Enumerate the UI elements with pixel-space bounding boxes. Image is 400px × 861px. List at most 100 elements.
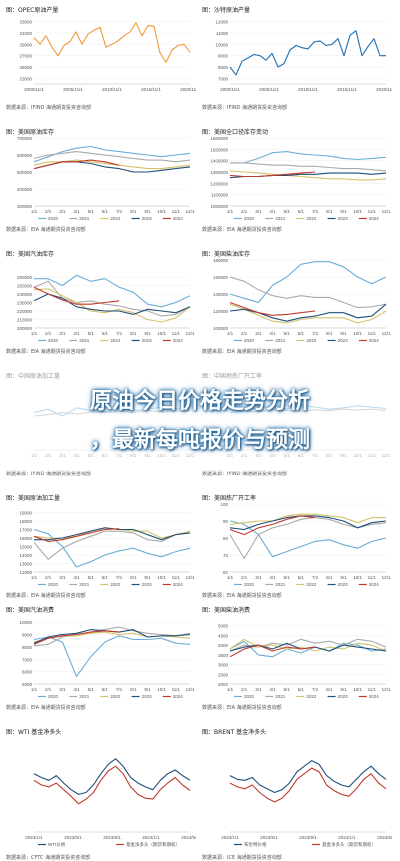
x-tick-label: 5/1 bbox=[284, 209, 291, 214]
chart-source: 数据来源：EIA 海通期货投资咨询部 bbox=[6, 227, 86, 233]
y-tick-label: 70 bbox=[223, 553, 229, 558]
x-tick-label: 12/1 bbox=[186, 575, 195, 580]
chart-title: 图：BRENT 基金净多头 bbox=[202, 729, 267, 736]
x-tick-label: 8/1 bbox=[130, 331, 137, 336]
chart-svg: 12000 11000 10000 9000 8000 7000 2000/11/1 2005… bbox=[215, 20, 392, 92]
y-tick-label: 25000 bbox=[19, 65, 32, 70]
y-tick-label: 120000 bbox=[213, 309, 229, 314]
x-tick-label: 1/1 bbox=[227, 331, 234, 336]
legend-label: 2022 bbox=[110, 338, 121, 343]
x-tick-label: 6/1 bbox=[298, 687, 305, 692]
series-line bbox=[33, 530, 191, 560]
x-tick-label: 1/1 bbox=[227, 209, 234, 214]
x-tick-label: 4/1 bbox=[73, 331, 80, 336]
x-tick-label: 6/1 bbox=[102, 209, 109, 214]
y-tick-label: 140000 bbox=[213, 292, 229, 297]
legend-label: 2022 bbox=[306, 694, 317, 699]
x-tick-label: 2/1 bbox=[241, 575, 248, 580]
legend-label: 2023 bbox=[338, 694, 349, 699]
x-tick-label: 3/1 bbox=[255, 575, 262, 580]
x-tick-label: 2000/11/1 bbox=[24, 87, 44, 92]
x-tick-label: 5/1 bbox=[284, 331, 291, 336]
x-tick-label: 2/1 bbox=[45, 575, 52, 580]
legend-label: 2020 bbox=[244, 582, 255, 587]
legend-label: 布伦特价格 bbox=[244, 841, 267, 848]
y-tick-label: 13000 bbox=[19, 562, 32, 567]
x-tick-label: 7/1 bbox=[116, 331, 123, 336]
x-tick-label: 7/1 bbox=[312, 331, 319, 336]
y-tick-label: 19000 bbox=[19, 511, 32, 516]
x-tick-label: 2024/5/1 bbox=[377, 835, 392, 840]
series-line bbox=[229, 640, 387, 658]
x-tick-label: 1/1 bbox=[227, 575, 234, 580]
x-tick-label: 12/1 bbox=[186, 209, 195, 214]
series-line bbox=[229, 301, 316, 316]
legend-label: 2020 bbox=[244, 694, 255, 699]
x-tick-label: 12/1 bbox=[186, 331, 195, 336]
chart-panel: 图：BRENT 基金净多头 2023/1/1 2023/5/1 2023/9/1 202… bbox=[200, 726, 396, 861]
y-tick-label: 700000 bbox=[17, 136, 33, 141]
x-tick-label: 2015/11/1 bbox=[337, 87, 357, 92]
x-tick-label: 7/1 bbox=[116, 575, 123, 580]
x-tick-label: 5/1 bbox=[88, 331, 95, 336]
chart-panel: 图：美国柴油消费 5000 4500 4000 3500 3000 2500 2000 1/1 2… bbox=[200, 604, 396, 711]
legend-label: 2021 bbox=[275, 694, 286, 699]
chart-title: 图：美国全口径库存变动 bbox=[202, 129, 269, 136]
x-tick-label: 6/1 bbox=[298, 575, 305, 580]
x-tick-label: 4/1 bbox=[269, 209, 276, 214]
x-tick-label: 10/1 bbox=[353, 331, 362, 336]
y-tick-label: 2000 bbox=[218, 682, 229, 687]
legend-label: 2023 bbox=[338, 338, 349, 343]
chart-title: 图：美国汽油消费 bbox=[6, 607, 55, 614]
chart-svg: 1600000 1500000 1400000 1300000 1200000 11000… bbox=[210, 136, 390, 221]
series-line bbox=[229, 760, 387, 794]
x-tick-label: 3/1 bbox=[255, 687, 262, 692]
x-tick-label: 9/1 bbox=[340, 331, 347, 336]
legend-label: 2022 bbox=[110, 694, 121, 699]
series-line bbox=[33, 635, 191, 678]
legend-label: 2020 bbox=[244, 338, 255, 343]
y-tick-label: 31000 bbox=[19, 31, 32, 36]
x-tick-label: 6/1 bbox=[102, 575, 109, 580]
x-tick-label: 7/1 bbox=[116, 687, 123, 692]
y-tick-label: 240000 bbox=[17, 292, 33, 297]
chart-svg: 100 90 80 70 601/1 2/1 3/1 4/1 5/1 6/1 7/1 8/1 9/1 10… bbox=[220, 502, 391, 587]
x-tick-label: 2005/11/1 bbox=[63, 87, 83, 92]
chart-panel: 图：美国原油加工量 19000 18000 17000 16000 15000 14000 1… bbox=[4, 492, 200, 599]
series-line bbox=[33, 145, 191, 163]
legend-label: 2023 bbox=[142, 338, 153, 343]
series-line bbox=[229, 638, 387, 652]
y-tick-label: 18000 bbox=[19, 519, 32, 524]
x-tick-label: 2015/11/1 bbox=[141, 87, 161, 92]
chart-panel: 图：美国原油库存 700000 600000 500000 400000 300000 1/… bbox=[4, 126, 200, 233]
x-tick-label: 1/1 bbox=[31, 331, 38, 336]
chart-source: 数据来源：IFIND 海通期货投资咨询部 bbox=[202, 471, 288, 477]
x-tick-label: 6/1 bbox=[102, 687, 109, 692]
chart-source: 数据来源：IFIND 海通期货投资咨询部 bbox=[202, 105, 288, 111]
x-tick-label: 2010/11/1 bbox=[298, 87, 318, 92]
y-tick-label: 17000 bbox=[19, 528, 32, 533]
x-tick-label: 2023/5/1 bbox=[64, 835, 82, 840]
x-tick-label: 3/1 bbox=[59, 331, 66, 336]
x-tick-label: 12/1 bbox=[382, 575, 391, 580]
chart-source: 数据来源：IFIND 海通期货投资咨询部 bbox=[6, 105, 92, 111]
series-line bbox=[33, 758, 191, 795]
series-line bbox=[229, 30, 386, 76]
y-tick-label: 6000 bbox=[22, 670, 33, 675]
legend-label: WTI价格 bbox=[48, 841, 66, 848]
series-line bbox=[229, 515, 316, 536]
chart-title: 图：沙特原油产量 bbox=[202, 7, 251, 14]
chart-svg: 19000 18000 17000 16000 15000 14000 13000 12000… bbox=[19, 511, 195, 588]
x-tick-label: 9/1 bbox=[144, 331, 151, 336]
y-tick-label: 210000 bbox=[17, 318, 33, 323]
y-tick-label: 3000 bbox=[218, 663, 229, 668]
legend-label: 2024 bbox=[369, 694, 380, 699]
legend-label: 2021 bbox=[79, 694, 90, 699]
x-tick-label: 1/1 bbox=[31, 209, 38, 214]
legend-label: 2020 bbox=[244, 216, 255, 221]
y-tick-label: 23000 bbox=[19, 76, 32, 81]
x-tick-label: 9/1 bbox=[144, 575, 151, 580]
y-tick-label: 180000 bbox=[213, 258, 229, 263]
